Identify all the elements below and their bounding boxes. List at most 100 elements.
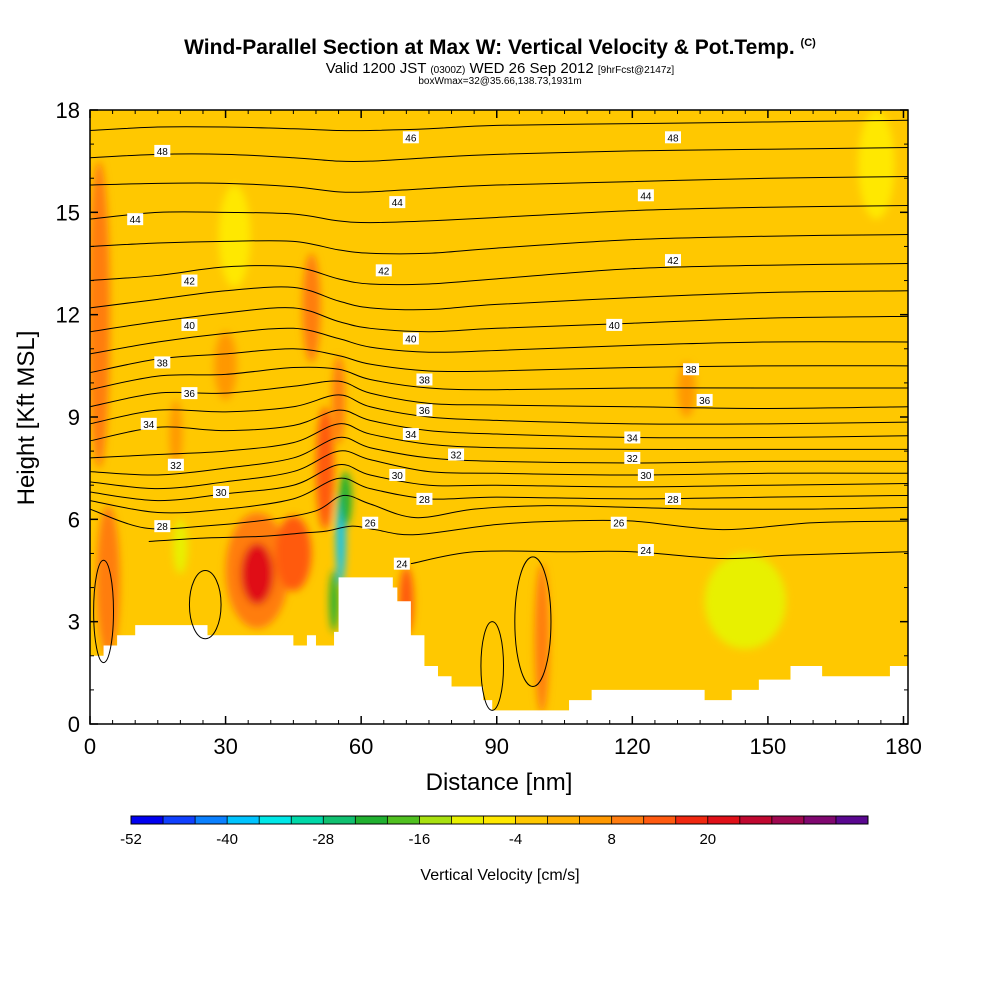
colorbar-swatch [547, 816, 581, 824]
contour-label-text: 36 [699, 396, 711, 407]
contour-label: 40 [402, 332, 419, 346]
x-axis-label: Distance [nm] [426, 769, 573, 796]
y-tick-label: 12 [56, 303, 80, 328]
isentrope-line [90, 307, 908, 333]
contour-label-bg [416, 404, 433, 417]
contour-label-bg [664, 131, 681, 144]
contour-label-text: 26 [365, 519, 377, 530]
contour-label: 24 [393, 557, 410, 571]
contour-label-bg [416, 373, 433, 386]
velocity-cell [90, 161, 110, 469]
contour-label: 38 [683, 363, 700, 376]
closed-isentrope [480, 621, 505, 711]
contour-labels: 48 46 48 44 44 44 42 42 42 40 40 40 38 38 38 36 36 36 34 34… [127, 131, 713, 571]
isentrope-line [90, 348, 908, 374]
contour-label-bg [140, 417, 157, 430]
contour-label-text: 40 [405, 335, 417, 346]
velocity-cell [275, 515, 312, 591]
contour-label-text: 46 [405, 133, 417, 144]
contour-label-text: 34 [627, 433, 639, 444]
box-wmax-info: boxWmax=32@35.66,138.73,1931m [418, 76, 582, 87]
valid-time-text: Valid 1200 JST [325, 60, 431, 77]
y-tick-label: 0 [68, 712, 80, 737]
contour-label-bg [664, 492, 681, 505]
copyright-mark: (C) [800, 37, 816, 49]
colorbar-swatch [227, 816, 260, 824]
contour-label-bg [402, 332, 419, 345]
contour-label-bg [154, 356, 171, 369]
contour-label-text: 28 [419, 495, 431, 506]
contour-label-text: 32 [451, 451, 463, 462]
contour-label-bg [637, 468, 654, 481]
contour-label-text: 32 [170, 461, 182, 472]
contour-label: 34 [624, 431, 641, 444]
contour-label: 38 [154, 356, 171, 369]
isentrope-line [90, 409, 908, 442]
contour-label-bg [393, 557, 410, 570]
contour-label-bg [389, 468, 406, 481]
contour-label-text: 38 [419, 375, 431, 386]
colorbar-swatch [291, 816, 324, 824]
contour-label-text: 42 [667, 256, 679, 267]
velocity-cell [858, 110, 895, 220]
x-tick-label: 60 [349, 734, 373, 759]
contour-label-bg [213, 486, 230, 499]
contour-label-text: 24 [640, 546, 652, 557]
velocity-cells [90, 110, 895, 714]
contour-label-bg [637, 189, 654, 202]
velocity-cell [332, 355, 345, 445]
contour-label-bg [167, 458, 184, 471]
contour-label-bg [154, 144, 171, 157]
contour-label-text: 38 [686, 365, 698, 376]
contour-label-bg [624, 431, 641, 444]
isentrope-line [90, 234, 908, 255]
velocity-cell [169, 399, 183, 469]
isentrope-line [90, 327, 908, 355]
colorbar-swatch [643, 816, 677, 824]
chart-title-text: Wind-Parallel Section at Max W: Vertical… [184, 36, 795, 59]
contour-label: 30 [213, 486, 230, 499]
contour-label-bg [181, 274, 198, 287]
isentrope-line [90, 176, 908, 193]
contour-label: 34 [140, 417, 157, 431]
x-tick-label: 0 [84, 734, 96, 759]
contour-label: 36 [181, 387, 198, 400]
contour-label-bg [154, 520, 171, 533]
isentrope-line [90, 450, 908, 490]
colorbar-swatch [131, 816, 164, 824]
colorbar-swatch [259, 816, 292, 824]
y-tick-label: 18 [56, 98, 80, 123]
isentrope-line [90, 263, 908, 286]
y-axis-label: Height [Kft MSL] [13, 331, 40, 506]
velocity-cell [329, 570, 339, 632]
y-tick-label: 3 [68, 610, 80, 635]
contour-label-bg [389, 196, 406, 209]
isentrope-line [90, 477, 908, 514]
colorbar-swatch [451, 816, 484, 824]
velocity-cell [677, 362, 696, 418]
colorbar-tick-label: -52 [120, 831, 142, 848]
contour-label-text: 48 [157, 147, 169, 158]
colorbar-tick-label: -16 [409, 831, 431, 848]
colorbar-swatch [195, 816, 228, 824]
contour-label: 42 [375, 264, 392, 277]
contour-label-bg [683, 363, 700, 376]
contour-label: 36 [416, 404, 433, 417]
contour-label-text: 30 [640, 471, 652, 482]
isentrope-line [90, 423, 908, 459]
isentrope-line [410, 550, 908, 565]
isentrope-line [90, 394, 908, 425]
contour-label-text: 44 [640, 191, 652, 202]
chart-subtitle: Valid 1200 JST (0300Z) WED 26 Sep 2012 [… [0, 60, 1000, 77]
colorbar-title: Vertical Velocity [cm/s] [420, 867, 579, 884]
colorbar-swatch [483, 816, 517, 824]
closed-isentrope [514, 556, 552, 687]
contour-label-bg [181, 387, 198, 400]
isentrope-line [90, 147, 908, 163]
contour-label-text: 42 [184, 277, 196, 288]
velocity-cell [218, 185, 251, 288]
contour-label: 44 [127, 213, 144, 226]
isentrope-line [90, 286, 908, 311]
contour-label-bg [362, 516, 379, 529]
contour-label: 28 [664, 492, 681, 506]
